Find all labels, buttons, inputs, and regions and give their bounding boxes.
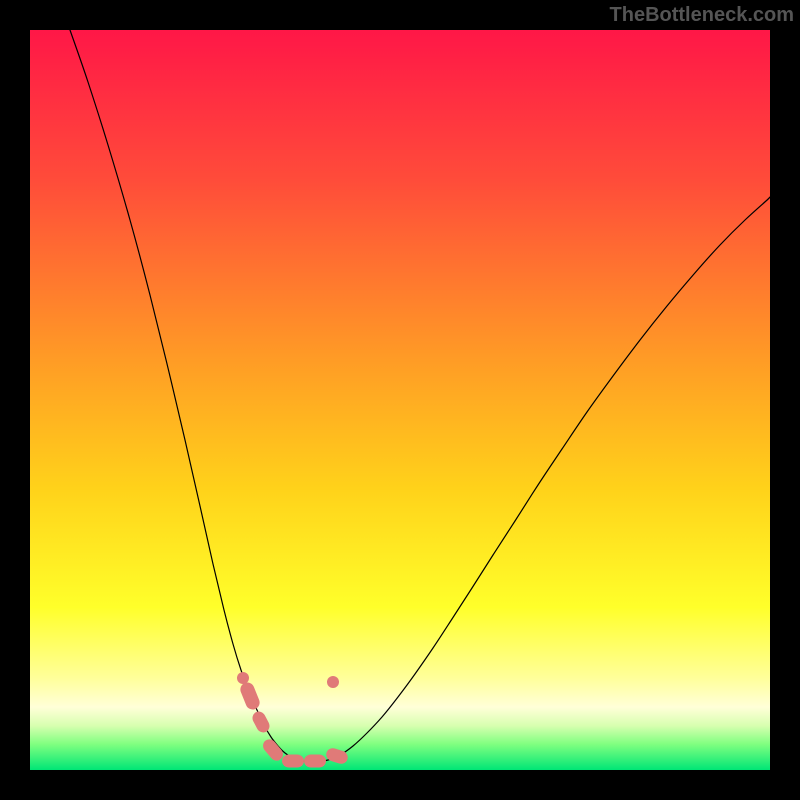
marker-pill bbox=[282, 755, 304, 768]
marker-pill bbox=[304, 755, 326, 768]
marker-dot bbox=[237, 672, 249, 684]
gradient-background bbox=[30, 30, 770, 770]
plot-svg bbox=[30, 30, 770, 770]
chart-canvas: TheBottleneck.com bbox=[0, 0, 800, 800]
marker-dot bbox=[327, 676, 339, 688]
watermark-text: TheBottleneck.com bbox=[610, 4, 794, 27]
plot-area bbox=[30, 30, 770, 770]
